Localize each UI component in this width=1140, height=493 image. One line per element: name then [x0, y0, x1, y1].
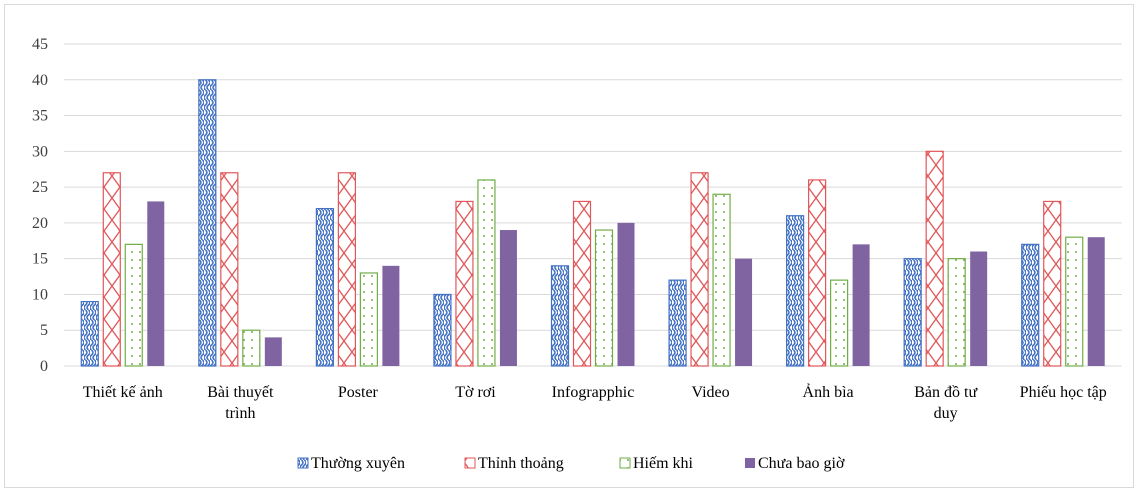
y-tick-label: 45: [32, 36, 48, 53]
bar: [830, 279, 849, 367]
y-tick-label: 15: [32, 251, 48, 268]
y-axis: 0 5 10 15 20 25 30 35 40 45: [32, 36, 1122, 375]
bar: [80, 301, 99, 367]
y-tick-label: 40: [32, 72, 48, 89]
bar: [359, 272, 378, 367]
bar: [147, 201, 165, 366]
y-tick-label: 5: [40, 322, 48, 339]
x-tick-label: trình: [225, 405, 255, 422]
y-tick-label: 25: [32, 179, 48, 196]
bar: [1043, 200, 1062, 367]
legend-label: Thường xuyên: [311, 455, 405, 472]
bar: [102, 172, 121, 367]
bar: [124, 243, 143, 367]
bar: [220, 172, 239, 367]
legend-label: Hiếm khi: [633, 455, 694, 472]
y-tick-label: 35: [32, 108, 48, 125]
bar: [690, 172, 709, 367]
bar: [264, 337, 282, 366]
bar: [808, 179, 827, 367]
bar: [198, 79, 217, 367]
x-tick-label: Bản đồ tư: [914, 384, 978, 401]
x-tick-label: Tờ rơi: [455, 384, 496, 401]
bar: [947, 258, 966, 367]
bar: [1021, 243, 1040, 367]
bar: [925, 150, 944, 367]
x-tick-label: Video: [691, 384, 729, 401]
x-axis-labels: Thiết kế ảnh Bài thuyết trình Poster Tờ rơi I…: [83, 382, 1107, 422]
bar: [499, 230, 517, 366]
legend-label: Thỉnh thoảng: [478, 455, 564, 472]
x-tick-label: Poster: [338, 384, 379, 401]
legend-swatch: [297, 457, 309, 469]
bar: [477, 179, 496, 367]
bar: [668, 279, 687, 367]
x-tick-label: Ảnh bìa: [803, 382, 854, 401]
legend-swatch: [619, 457, 631, 469]
bar: [712, 193, 731, 367]
bar: [433, 293, 452, 367]
bar: [1087, 237, 1105, 366]
bar: [455, 200, 474, 367]
bar: [903, 258, 922, 367]
bar: [315, 207, 334, 367]
x-tick-label: Thiết kế ảnh: [83, 384, 163, 401]
y-tick-label: 10: [32, 286, 48, 303]
legend: Thường xuyên Thỉnh thoảng Hiếm khi Chưa bao…: [297, 455, 845, 472]
bar: [337, 172, 356, 367]
bar: [852, 244, 870, 366]
bar: [786, 215, 805, 367]
legend-label: Chưa bao giờ: [758, 455, 845, 472]
y-tick-label: 0: [40, 358, 48, 375]
bar: [735, 258, 753, 366]
chart-frame: [4, 4, 1134, 488]
x-tick-label: Phiếu học tập: [1020, 384, 1107, 401]
x-tick-label: Bài thuyết: [207, 384, 274, 401]
bar: [242, 329, 261, 367]
bar: [1065, 236, 1084, 367]
bar: [572, 200, 592, 367]
bar: [594, 229, 614, 367]
bar: [550, 265, 570, 367]
x-tick-label: Infograpphic: [552, 384, 635, 401]
legend-swatch: [745, 458, 755, 468]
y-tick-label: 20: [32, 215, 48, 232]
bar: [970, 251, 988, 366]
legend-swatch: [464, 457, 476, 469]
gridlines: [64, 43, 1122, 331]
bars: [80, 79, 1105, 367]
y-tick-label: 30: [32, 143, 48, 160]
bar: [617, 222, 635, 366]
bar: [382, 265, 400, 366]
x-tick-label: duy: [934, 405, 958, 422]
